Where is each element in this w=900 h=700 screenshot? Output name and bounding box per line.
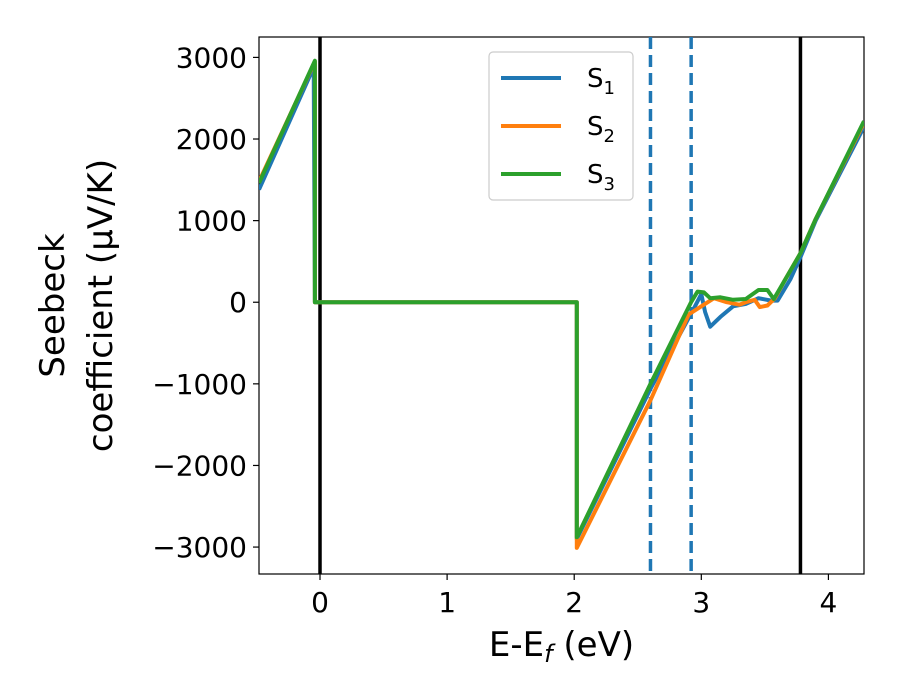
x-tick-label: 1 [438, 586, 456, 619]
x-axis-label-main: E-E [489, 625, 544, 665]
series-line-s3 [259, 58, 864, 540]
x-axis-label: E-Ef (eV) [489, 625, 634, 668]
legend: S1 S2 S3 [488, 51, 634, 201]
y-tick-label: −3000 [152, 531, 247, 564]
y-axis-ticks: −3000 −2000 −1000 0 1000 2000 3000 [152, 41, 259, 564]
x-tick-label: 2 [565, 586, 583, 619]
y-tick-label: 0 [229, 286, 247, 319]
x-tick-label: 0 [311, 586, 329, 619]
x-tick-label: 4 [819, 586, 837, 619]
y-tick-label: 3000 [176, 41, 247, 74]
legend-label-s3: S3 [587, 160, 615, 195]
plot-area [258, 36, 865, 575]
y-axis-label-line2: coefficient (μV/K) [81, 159, 121, 452]
x-tick-label: 3 [692, 586, 710, 619]
x-axis-ticks: 0 1 2 3 4 [311, 574, 837, 619]
y-axis-label: Seebeck coefficient (μV/K) [33, 159, 121, 452]
y-tick-label: −1000 [152, 368, 247, 401]
x-axis-label-unit: (eV) [553, 625, 635, 665]
legend-label-s2: S2 [587, 112, 615, 147]
y-tick-label: −2000 [152, 449, 247, 482]
series-lines [259, 58, 864, 550]
plot-frame [258, 36, 865, 575]
reference-lines [318, 37, 803, 574]
y-tick-label: 2000 [176, 123, 247, 156]
y-axis-label-line1: Seebeck [33, 233, 73, 378]
y-tick-label: 1000 [176, 205, 247, 238]
legend-label-s1: S1 [587, 64, 615, 99]
